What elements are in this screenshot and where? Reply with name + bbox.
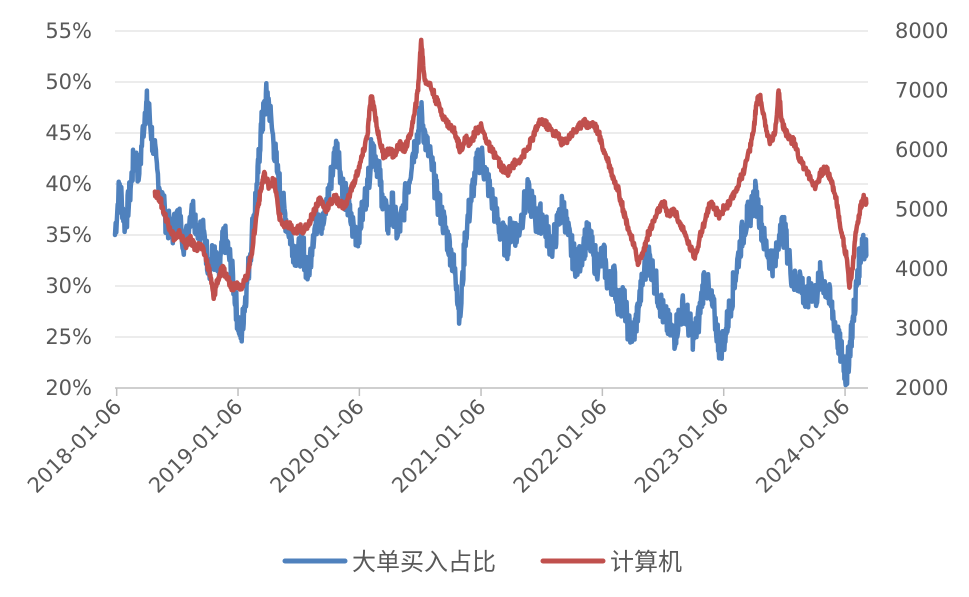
series-line-1 <box>152 37 869 302</box>
right-tick-label: 8000 <box>895 19 948 43</box>
right-tick-label: 4000 <box>895 257 948 281</box>
x-tick-label: 2022-01-06 <box>509 395 612 498</box>
x-tick-label: 2020-01-06 <box>266 395 369 498</box>
x-tick-label: 2024-01-06 <box>751 395 854 498</box>
right-tick-label: 6000 <box>895 138 948 162</box>
left-tick-label: 30% <box>45 274 92 298</box>
legend-label: 大单买入占比 <box>352 548 496 576</box>
legend: 大单买入占比 计算机 <box>282 548 682 576</box>
series-lines <box>112 37 869 388</box>
left-axis-tick-labels: 20% 25% 30% 35% 40% 45% 50% 55% <box>45 19 92 400</box>
right-tick-label: 3000 <box>895 317 948 341</box>
right-axis-tick-labels: 2000 3000 4000 5000 6000 7000 8000 <box>895 19 948 400</box>
left-tick-label: 35% <box>45 223 92 247</box>
legend-label: 计算机 <box>610 548 682 576</box>
left-tick-label: 50% <box>45 70 92 94</box>
right-tick-label: 5000 <box>895 198 948 222</box>
x-tick-label: 2019-01-06 <box>144 395 247 498</box>
left-tick-label: 25% <box>45 325 92 349</box>
x-tick-label: 2021-01-06 <box>387 395 490 498</box>
left-tick-label: 40% <box>45 172 92 196</box>
x-tick-label: 2023-01-06 <box>630 395 733 498</box>
x-axis: 2018-01-06 2019-01-06 2020-01-06 2021-01-06… <box>23 387 868 498</box>
right-tick-label: 7000 <box>895 79 948 103</box>
left-tick-label: 20% <box>45 376 92 400</box>
x-tick-label: 2018-01-06 <box>23 395 126 498</box>
series-line-0 <box>112 81 869 388</box>
right-tick-label: 2000 <box>895 376 948 400</box>
left-tick-label: 45% <box>45 121 92 145</box>
left-tick-label: 55% <box>45 19 92 43</box>
